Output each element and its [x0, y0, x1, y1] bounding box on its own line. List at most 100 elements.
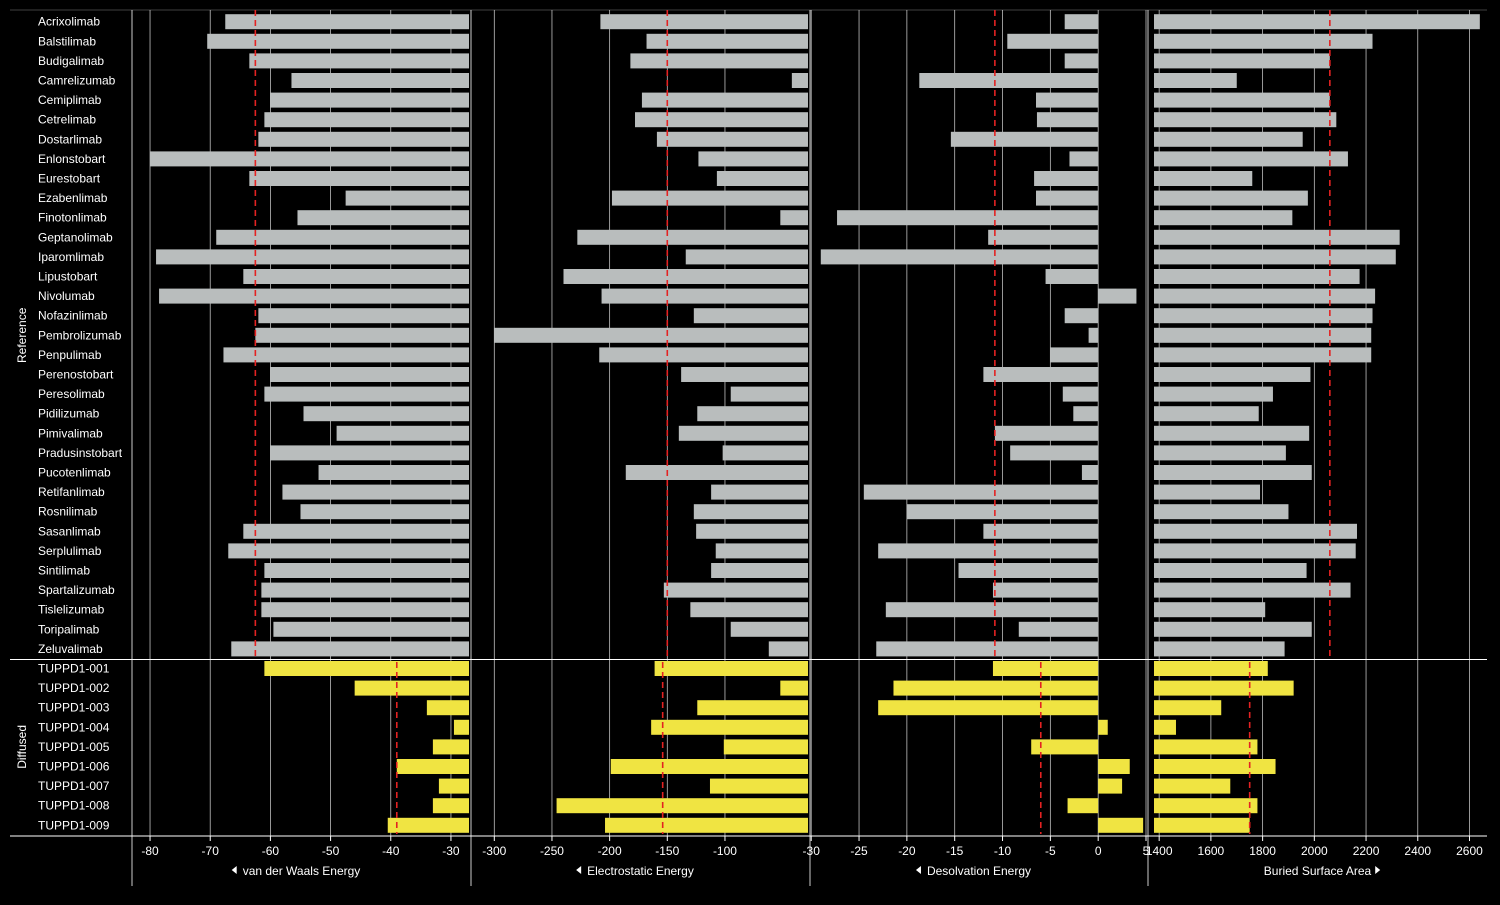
bar	[207, 33, 469, 49]
row-label: Enlonstobart	[38, 152, 106, 166]
tick-label: -300	[482, 844, 506, 858]
bar	[1154, 14, 1480, 30]
bar	[1154, 817, 1250, 833]
row-label: Peresolimab	[38, 387, 105, 401]
bar	[264, 386, 469, 402]
row-label: Sintilimab	[38, 564, 90, 578]
bar	[1154, 465, 1312, 480]
bar	[1154, 406, 1259, 422]
bar	[223, 347, 469, 363]
tick-label: 5	[1143, 844, 1150, 858]
bar	[820, 249, 1099, 265]
bar	[1154, 700, 1222, 716]
bar	[387, 817, 469, 833]
bar	[1154, 602, 1266, 618]
row-label: Ezabenlimab	[38, 191, 108, 205]
row-label: TUPPD1-004	[38, 720, 110, 734]
bar	[258, 131, 469, 147]
row-label: Budigalimab	[38, 54, 104, 68]
row-label: Pembrolizumab	[38, 328, 122, 342]
bar	[297, 210, 469, 226]
bar	[1154, 759, 1276, 774]
bar	[261, 582, 469, 598]
bar	[1154, 308, 1373, 324]
bar	[1154, 367, 1311, 382]
axis-label: Electrostatic Energy	[587, 864, 694, 878]
bar	[1088, 327, 1099, 343]
bar	[345, 190, 469, 206]
bar	[768, 641, 808, 657]
bar	[1098, 817, 1144, 833]
bar	[1154, 680, 1294, 696]
bar	[1154, 445, 1286, 461]
bar	[992, 582, 1099, 598]
tick-label: 1400	[1146, 844, 1173, 858]
tick-label: 2400	[1404, 844, 1431, 858]
bar	[156, 249, 469, 265]
bar	[1064, 53, 1099, 69]
bar	[249, 171, 469, 186]
bar	[258, 308, 469, 324]
bar	[716, 171, 808, 186]
row-label: Pidilizumab	[38, 407, 100, 421]
bar	[1098, 719, 1108, 735]
bar	[994, 425, 1099, 441]
bar	[264, 112, 469, 128]
bar	[646, 33, 808, 49]
row-label: Penpulimab	[38, 348, 102, 362]
bar	[432, 798, 469, 814]
bar	[255, 327, 469, 343]
bar	[1154, 229, 1400, 245]
bar	[270, 445, 469, 461]
bar	[1154, 269, 1360, 284]
bar	[438, 778, 469, 794]
row-label: TUPPD1-006	[38, 760, 110, 774]
tick-label: -30	[803, 844, 821, 858]
bar	[605, 817, 808, 833]
bar	[1034, 171, 1099, 186]
bar	[600, 14, 808, 30]
bar	[261, 602, 469, 618]
bar	[159, 288, 469, 304]
bar	[663, 582, 808, 598]
bar	[641, 92, 808, 108]
bar	[1007, 33, 1099, 49]
bar	[577, 229, 808, 245]
bar	[837, 210, 1099, 226]
bar	[216, 229, 469, 245]
bar	[1154, 739, 1258, 755]
bar	[690, 602, 808, 618]
bar	[432, 739, 469, 755]
bar	[291, 73, 469, 88]
row-label: Rosnilimab	[38, 505, 98, 519]
bar	[318, 465, 469, 480]
bar	[1098, 759, 1130, 774]
tick-label: -15	[946, 844, 964, 858]
bar	[693, 504, 808, 520]
bar	[893, 680, 1099, 696]
bar	[876, 641, 1099, 657]
bar	[1154, 582, 1351, 598]
group-label-diffused: Diffused	[15, 725, 29, 769]
bar	[1036, 112, 1099, 128]
bar	[1064, 308, 1099, 324]
row-label: Dostarlimab	[38, 132, 102, 146]
bar	[983, 367, 1099, 382]
bar	[1062, 386, 1099, 402]
bar	[885, 602, 1099, 618]
bar	[1036, 190, 1099, 206]
bar	[264, 661, 469, 676]
bar	[635, 112, 808, 128]
bar	[1154, 523, 1357, 539]
tick-label: -30	[442, 844, 460, 858]
tick-label: 2600	[1456, 844, 1483, 858]
bar	[1154, 210, 1293, 226]
bar	[730, 621, 808, 637]
bar	[1154, 112, 1337, 128]
bar	[601, 288, 808, 304]
tick-label: -25	[850, 844, 868, 858]
row-label: TUPPD1-002	[38, 681, 110, 695]
bar	[983, 523, 1099, 539]
